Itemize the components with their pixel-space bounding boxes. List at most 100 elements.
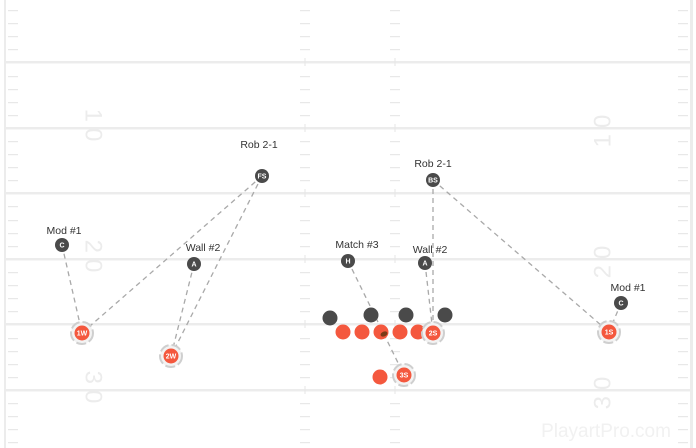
yard-line bbox=[5, 389, 692, 392]
hash-mark bbox=[678, 23, 688, 25]
hash-tick bbox=[304, 386, 306, 394]
defender-bs[interactable]: BS bbox=[426, 173, 440, 187]
coverage-labels: Rob 2-1 Rob 2-1 Mod #1 Wall #2 Match #3 Wall … bbox=[46, 139, 645, 294]
hash-mark bbox=[678, 102, 688, 104]
hash-mark bbox=[8, 233, 18, 235]
hash-mark bbox=[390, 233, 400, 235]
hash-mark bbox=[678, 10, 688, 12]
coverage-label-c-left: Mod #1 bbox=[46, 225, 81, 237]
yard-line bbox=[5, 192, 692, 195]
defender-label: C bbox=[618, 301, 623, 308]
receiver-dot bbox=[74, 325, 90, 341]
defender-c-right[interactable]: C bbox=[614, 296, 628, 310]
hash-tick bbox=[304, 58, 306, 66]
defensive-lineman-dl-3[interactable] bbox=[398, 307, 414, 323]
hash-mark bbox=[300, 141, 310, 143]
hash-mark bbox=[390, 76, 400, 78]
hash-mark bbox=[678, 167, 688, 169]
coverage-label-a-right: Wall #2 bbox=[413, 244, 448, 256]
hash-mark bbox=[8, 220, 18, 222]
hash-mark bbox=[678, 49, 688, 51]
hash-mark bbox=[8, 23, 18, 25]
hash-mark bbox=[300, 23, 310, 25]
hash-mark bbox=[678, 246, 688, 248]
defensive-lineman-dl-2[interactable] bbox=[363, 307, 379, 323]
hash-mark bbox=[8, 154, 18, 156]
offensive-lineman-ol-lt[interactable] bbox=[335, 324, 351, 340]
receiver-2s[interactable]: 2S bbox=[421, 321, 445, 345]
hash-mark bbox=[390, 220, 400, 222]
hash-mark bbox=[678, 429, 688, 431]
hash-mark bbox=[678, 36, 688, 38]
hash-mark bbox=[300, 416, 310, 418]
offensive-lineman-ol-lg[interactable] bbox=[354, 324, 370, 340]
hash-mark bbox=[678, 76, 688, 78]
hash-tick bbox=[394, 58, 396, 66]
hash-mark bbox=[390, 416, 400, 418]
assignment-line-a-right-to-2s bbox=[424, 262, 434, 334]
yard-number: 30 bbox=[80, 371, 107, 410]
hash-mark bbox=[8, 10, 18, 12]
coverage-label-bs: Rob 2-1 bbox=[414, 158, 452, 170]
hash-mark bbox=[300, 364, 310, 366]
receiver-label: 1W bbox=[77, 331, 88, 338]
hash-mark bbox=[300, 180, 310, 182]
hash-mark bbox=[678, 351, 688, 353]
defender-c-left[interactable]: C bbox=[55, 238, 69, 252]
hash-mark bbox=[300, 115, 310, 117]
hash-mark bbox=[390, 206, 400, 208]
hash-tick bbox=[304, 320, 306, 328]
hash-mark bbox=[678, 377, 688, 379]
defender-h[interactable]: H bbox=[341, 254, 355, 268]
hash-mark bbox=[678, 285, 688, 287]
receiver-dot bbox=[601, 324, 617, 340]
hash-tick bbox=[304, 124, 306, 132]
hash-mark bbox=[300, 377, 310, 379]
defender-label: A bbox=[422, 261, 427, 268]
hash-mark bbox=[300, 442, 310, 444]
defensive-lineman-dl-4[interactable] bbox=[437, 307, 453, 323]
offense-formation: 1W 2W 2S 3S 1S bbox=[70, 320, 621, 387]
defender-a-right[interactable]: A bbox=[418, 256, 432, 270]
defensive-lineman-dl-1[interactable] bbox=[322, 310, 338, 326]
hash-mark bbox=[390, 89, 400, 91]
defender-fs[interactable]: FS bbox=[255, 169, 269, 183]
hash-tick bbox=[304, 189, 306, 197]
hash-mark bbox=[678, 233, 688, 235]
hash-mark bbox=[300, 220, 310, 222]
hash-mark bbox=[300, 311, 310, 313]
receiver-3s[interactable]: 3S bbox=[392, 363, 416, 387]
hash-mark bbox=[390, 429, 400, 431]
hash-tick bbox=[394, 189, 396, 197]
defender-a-left[interactable]: A bbox=[187, 257, 201, 271]
coverage-assignment-lines bbox=[61, 175, 622, 376]
receiver-1w[interactable]: 1W bbox=[70, 321, 94, 345]
yard-number: 20 bbox=[80, 240, 107, 279]
hash-mark bbox=[678, 141, 688, 143]
receiver-1s[interactable]: 1S bbox=[597, 320, 621, 344]
receiver-2w[interactable]: 2W bbox=[159, 344, 183, 368]
hash-mark bbox=[8, 285, 18, 287]
hash-mark bbox=[678, 220, 688, 222]
hash-mark bbox=[8, 351, 18, 353]
hash-mark bbox=[300, 167, 310, 169]
hash-mark bbox=[678, 442, 688, 444]
defender-dot bbox=[426, 173, 440, 187]
running-back-rb[interactable] bbox=[372, 369, 388, 385]
hash-mark bbox=[300, 246, 310, 248]
receiver-label: 2W bbox=[166, 354, 177, 361]
hash-mark bbox=[8, 89, 18, 91]
receiver-label: 2S bbox=[429, 331, 438, 338]
defender-dot bbox=[255, 169, 269, 183]
hash-mark bbox=[390, 10, 400, 12]
hash-mark bbox=[8, 49, 18, 51]
hash-mark bbox=[300, 403, 310, 405]
hash-mark bbox=[300, 351, 310, 353]
offensive-lineman-ol-rg[interactable] bbox=[392, 324, 408, 340]
hash-tick bbox=[394, 255, 396, 263]
hash-mark bbox=[678, 403, 688, 405]
assignment-line-a-left-to-2w bbox=[170, 263, 195, 357]
hash-mark bbox=[390, 23, 400, 25]
hash-mark bbox=[8, 298, 18, 300]
hash-mark bbox=[390, 364, 400, 366]
